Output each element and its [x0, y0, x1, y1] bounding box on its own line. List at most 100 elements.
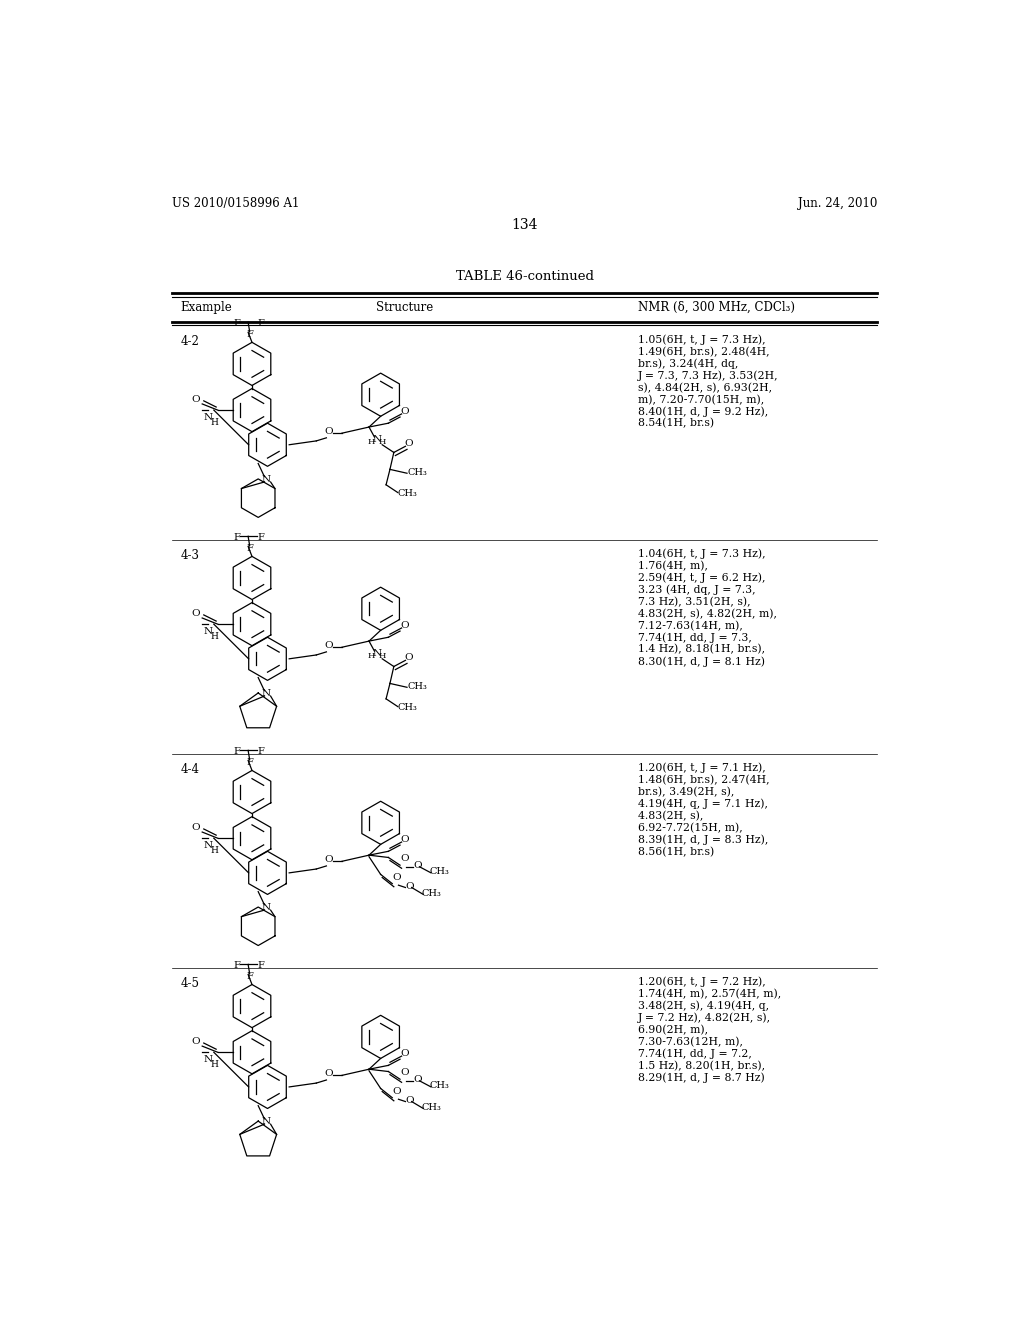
- Text: 1.05(6H, t, J = 7.3 Hz),: 1.05(6H, t, J = 7.3 Hz),: [638, 335, 766, 346]
- Text: br.s), 3.24(4H, dq,: br.s), 3.24(4H, dq,: [638, 359, 738, 370]
- Text: O: O: [414, 1076, 422, 1084]
- Text: O: O: [400, 622, 409, 630]
- Text: N: N: [204, 841, 213, 850]
- Text: H: H: [368, 652, 375, 660]
- Text: br.s), 3.49(2H, s),: br.s), 3.49(2H, s),: [638, 787, 734, 797]
- Text: N: N: [372, 649, 381, 657]
- Text: 4.19(4H, q, J = 7.1 Hz),: 4.19(4H, q, J = 7.1 Hz),: [638, 799, 768, 809]
- Text: 3.48(2H, s), 4.19(4H, q,: 3.48(2H, s), 4.19(4H, q,: [638, 1001, 769, 1011]
- Text: Example: Example: [180, 301, 232, 314]
- Text: 4-5: 4-5: [180, 977, 200, 990]
- Text: 2.59(4H, t, J = 6.2 Hz),: 2.59(4H, t, J = 6.2 Hz),: [638, 573, 766, 583]
- Text: O: O: [392, 1086, 401, 1096]
- Text: F: F: [246, 973, 253, 981]
- Text: O: O: [400, 836, 409, 843]
- Text: O: O: [400, 1049, 409, 1059]
- Text: F: F: [233, 319, 241, 329]
- Text: 4-4: 4-4: [180, 763, 200, 776]
- Text: 8.39(1H, d, J = 8.3 Hz),: 8.39(1H, d, J = 8.3 Hz),: [638, 834, 768, 845]
- Text: O: O: [325, 642, 334, 649]
- Text: 8.40(1H, d, J = 9.2 Hz),: 8.40(1H, d, J = 9.2 Hz),: [638, 407, 768, 417]
- Text: F: F: [246, 330, 253, 339]
- Text: CH₃: CH₃: [422, 1104, 441, 1111]
- Text: N: N: [261, 903, 270, 912]
- Text: H: H: [210, 846, 218, 855]
- Text: H: H: [368, 438, 375, 446]
- Text: N: N: [261, 1117, 270, 1126]
- Text: 1.4 Hz), 8.18(1H, br.s),: 1.4 Hz), 8.18(1H, br.s),: [638, 644, 765, 655]
- Text: 8.29(1H, d, J = 8.7 Hz): 8.29(1H, d, J = 8.7 Hz): [638, 1072, 765, 1082]
- Text: O: O: [190, 822, 200, 832]
- Text: 7.3 Hz), 3.51(2H, s),: 7.3 Hz), 3.51(2H, s),: [638, 597, 751, 607]
- Text: J = 7.2 Hz), 4.82(2H, s),: J = 7.2 Hz), 4.82(2H, s),: [638, 1012, 771, 1023]
- Text: O: O: [400, 407, 409, 416]
- Text: 1.04(6H, t, J = 7.3 Hz),: 1.04(6H, t, J = 7.3 Hz),: [638, 549, 766, 560]
- Text: 1.49(6H, br.s), 2.48(4H,: 1.49(6H, br.s), 2.48(4H,: [638, 347, 770, 356]
- Text: H: H: [210, 632, 218, 640]
- Text: O: O: [325, 855, 334, 865]
- Text: 4.83(2H, s), 4.82(2H, m),: 4.83(2H, s), 4.82(2H, m),: [638, 609, 777, 619]
- Text: O: O: [400, 854, 409, 863]
- Text: CH₃: CH₃: [407, 682, 427, 690]
- Text: O: O: [190, 395, 200, 404]
- Text: H: H: [210, 418, 218, 426]
- Text: 8.54(1H, br.s): 8.54(1H, br.s): [638, 418, 714, 429]
- Text: F: F: [233, 747, 241, 756]
- Text: N: N: [204, 413, 213, 422]
- Text: F: F: [257, 961, 264, 970]
- Text: O: O: [190, 1038, 200, 1045]
- Text: 3.23 (4H, dq, J = 7.3,: 3.23 (4H, dq, J = 7.3,: [638, 585, 756, 595]
- Text: H: H: [378, 438, 386, 446]
- Text: 7.30-7.63(12H, m),: 7.30-7.63(12H, m),: [638, 1036, 743, 1047]
- Text: 1.74(4H, m), 2.57(4H, m),: 1.74(4H, m), 2.57(4H, m),: [638, 989, 781, 999]
- Text: H: H: [210, 1060, 218, 1069]
- Text: O: O: [190, 609, 200, 618]
- Text: O: O: [404, 438, 414, 447]
- Text: Structure: Structure: [376, 301, 433, 314]
- Text: F: F: [257, 319, 264, 329]
- Text: N: N: [372, 434, 381, 444]
- Text: N: N: [204, 627, 213, 636]
- Text: CH₃: CH₃: [422, 890, 441, 898]
- Text: CH₃: CH₃: [407, 467, 427, 477]
- Text: O: O: [392, 873, 401, 882]
- Text: NMR (δ, 300 MHz, CDCl₃): NMR (δ, 300 MHz, CDCl₃): [638, 301, 795, 314]
- Text: O: O: [406, 882, 414, 891]
- Text: 7.12-7.63(14H, m),: 7.12-7.63(14H, m),: [638, 620, 742, 631]
- Text: N: N: [204, 1056, 213, 1064]
- Text: 1.48(6H, br.s), 2.47(4H,: 1.48(6H, br.s), 2.47(4H,: [638, 775, 770, 785]
- Text: m), 7.20-7.70(15H, m),: m), 7.20-7.70(15H, m),: [638, 395, 764, 405]
- Text: F: F: [246, 544, 253, 553]
- Text: s), 4.84(2H, s), 6.93(2H,: s), 4.84(2H, s), 6.93(2H,: [638, 383, 772, 393]
- Text: O: O: [325, 1069, 334, 1078]
- Text: F: F: [257, 533, 264, 543]
- Text: F: F: [233, 533, 241, 543]
- Text: TABLE 46-continued: TABLE 46-continued: [456, 271, 594, 282]
- Text: N: N: [261, 689, 270, 698]
- Text: Jun. 24, 2010: Jun. 24, 2010: [798, 197, 878, 210]
- Text: 1.20(6H, t, J = 7.1 Hz),: 1.20(6H, t, J = 7.1 Hz),: [638, 763, 766, 774]
- Text: 7.74(1H, dd, J = 7.2,: 7.74(1H, dd, J = 7.2,: [638, 1048, 752, 1059]
- Text: CH₃: CH₃: [397, 704, 418, 713]
- Text: US 2010/0158996 A1: US 2010/0158996 A1: [172, 197, 300, 210]
- Text: O: O: [325, 428, 334, 436]
- Text: 1.76(4H, m),: 1.76(4H, m),: [638, 561, 708, 572]
- Text: 134: 134: [512, 218, 538, 232]
- Text: J = 7.3, 7.3 Hz), 3.53(2H,: J = 7.3, 7.3 Hz), 3.53(2H,: [638, 371, 778, 381]
- Text: F: F: [246, 758, 253, 767]
- Text: F: F: [257, 747, 264, 756]
- Text: 4-2: 4-2: [180, 335, 200, 347]
- Text: CH₃: CH₃: [429, 1081, 450, 1090]
- Text: N: N: [261, 475, 270, 484]
- Text: H: H: [378, 652, 386, 660]
- Text: O: O: [406, 1096, 414, 1105]
- Text: 6.92-7.72(15H, m),: 6.92-7.72(15H, m),: [638, 822, 742, 833]
- Text: O: O: [400, 1068, 409, 1077]
- Text: 4.83(2H, s),: 4.83(2H, s),: [638, 810, 703, 821]
- Text: F: F: [233, 961, 241, 970]
- Text: 1.20(6H, t, J = 7.2 Hz),: 1.20(6H, t, J = 7.2 Hz),: [638, 977, 766, 987]
- Text: 1.5 Hz), 8.20(1H, br.s),: 1.5 Hz), 8.20(1H, br.s),: [638, 1060, 765, 1071]
- Text: 7.74(1H, dd, J = 7.3,: 7.74(1H, dd, J = 7.3,: [638, 632, 752, 643]
- Text: 4-3: 4-3: [180, 549, 200, 562]
- Text: 8.56(1H, br.s): 8.56(1H, br.s): [638, 846, 714, 857]
